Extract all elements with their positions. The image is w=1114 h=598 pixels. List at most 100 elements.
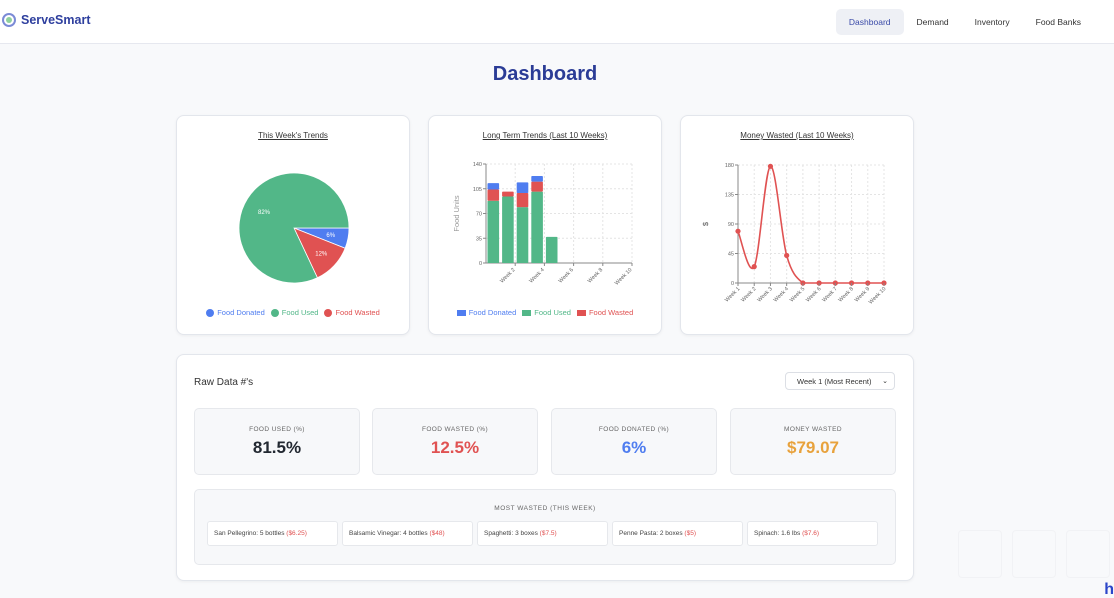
pie-legend: Food Donated Food Used Food Wasted [177, 308, 409, 317]
long-term-trends-card: Long Term Trends (Last 10 Weeks) 0 35 70 10… [428, 115, 662, 335]
stat-value: 12.5% [430, 438, 480, 457]
line-chart-title: Money Wasted (Last 10 Weeks) [740, 131, 854, 140]
x-tick-label: Week 10 [868, 286, 888, 306]
y-tick-label: 0 [731, 281, 734, 287]
nav-inventory[interactable]: Inventory [974, 17, 1010, 27]
nav-dashboard[interactable]: Dashboard [835, 9, 904, 35]
y-tick-label: 35 [476, 236, 482, 242]
item-cost: ($6.25) [286, 530, 307, 537]
pie-chart-title: This Week's Trends [258, 131, 328, 140]
weekly-trends-card: This Week's Trends 6% 12% 82% Food Donated… [176, 115, 410, 335]
x-tick-label: Week 4 [528, 267, 545, 284]
bar-food-used [516, 207, 529, 263]
y-tick-label: 140 [473, 162, 482, 168]
data-point-week-7 [832, 280, 838, 286]
page-title: Dashboard [492, 63, 598, 85]
pie-chart: 6% 12% 82% [238, 172, 350, 284]
most-wasted-panel: MOST WASTED (THIS WEEK) San Pellegrino: … [194, 489, 896, 565]
legend-label-wasted: Food Wasted [335, 308, 380, 317]
brand-name: ServeSmart [21, 13, 91, 27]
bar-legend-food-wasted[interactable]: Food Wasted [576, 308, 634, 317]
bar-legend-swatch-used [522, 309, 532, 316]
y-tick-label: 135 [725, 193, 734, 199]
bar-food-wasted [516, 192, 529, 208]
nav-food-banks[interactable]: Food Banks [1035, 17, 1081, 27]
data-point-week-6 [816, 280, 822, 286]
data-point-week-5 [800, 280, 806, 286]
legend-food-donated[interactable]: Food Donated [206, 308, 265, 317]
item-text: Spaghetti: 3 boxes [484, 530, 538, 537]
stat-label: MONEY WASTED [784, 426, 842, 433]
legend-food-wasted[interactable]: Food Wasted [324, 308, 380, 317]
legend-label-used: Food Used [281, 308, 319, 317]
y-tick-label: 0 [479, 261, 482, 267]
faded-widget-icon [1012, 530, 1056, 578]
bar-food-wasted [487, 189, 500, 201]
stat-value: 81.5% [252, 438, 302, 457]
bar-food-used [531, 191, 543, 263]
x-tick-label: Week 6 [805, 286, 822, 303]
logo-icon [2, 13, 16, 27]
y-tick-label: 180 [725, 163, 734, 169]
brand-logo-link[interactable]: ServeSmart [2, 13, 91, 27]
navbar: ServeSmart Dashboard Demand Inventory Fo… [0, 0, 1114, 44]
stat-value: $79.07 [787, 438, 839, 457]
partial-corner-glyph: h [1104, 581, 1114, 598]
y-tick-label: 45 [728, 252, 734, 258]
bar-food-used [502, 196, 514, 263]
bar-legend: Food Donated Food Used Food Wasted [429, 308, 661, 317]
bar-legend-swatch-donated [456, 309, 466, 316]
money-wasted-card: Money Wasted (Last 10 Weeks) 0 45 90 135 180… [680, 115, 914, 335]
item-cost: ($5) [684, 530, 696, 537]
x-tick-label: Week 8 [587, 267, 604, 284]
bar-chart: 0 35 70 105 140 Week 2 Week 4 Week 6 Week 8 Week … [452, 162, 634, 287]
y-axis-label: Food Units [452, 195, 461, 232]
most-wasted-item: Spinach: 1.6 lbs ($7.6) [747, 521, 878, 546]
x-tick-label: Week 3 [757, 286, 774, 303]
most-wasted-item: San Pellegrino: 5 bottles ($6.25) [207, 521, 338, 546]
y-tick-label: 70 [476, 212, 482, 218]
x-tick-label: Week 10 [614, 267, 634, 287]
stat-label: FOOD WASTED (%) [421, 426, 489, 433]
bar-legend-food-used[interactable]: Food Used [522, 308, 571, 317]
bar-legend-label-used: Food Used [534, 308, 571, 317]
bar-legend-label-wasted: Food Wasted [588, 308, 634, 317]
y-tick-label: 105 [473, 187, 482, 193]
pie-slice-food-used [238, 172, 350, 284]
data-point-week-8 [848, 280, 855, 286]
data-point-week-2 [751, 264, 757, 270]
stat-label: FOOD USED (%) [249, 426, 305, 433]
chevron-down-icon: ⌄ [882, 378, 888, 385]
nav-demand[interactable]: Demand [916, 17, 949, 27]
bar-food-donated [531, 176, 543, 182]
stat-value: 6% [621, 438, 647, 457]
faded-floating-widgets [958, 530, 1110, 578]
legend-food-used[interactable]: Food Used [270, 308, 319, 317]
most-wasted-item: Balsamic Vinegar: 4 bottles ($48) [342, 521, 473, 546]
faded-widget-icon [958, 530, 1002, 578]
item-text: San Pellegrino: 5 bottles [214, 530, 285, 537]
bar-legend-food-donated[interactable]: Food Donated [456, 308, 516, 317]
x-tick-label: Week 8 [838, 286, 855, 303]
bar-food-used [487, 200, 500, 263]
item-text: Penne Pasta: 2 boxes [619, 530, 683, 537]
item-cost: ($7.6) [802, 530, 820, 537]
data-point-week-3 [767, 163, 774, 169]
item-cost: ($48) [429, 530, 445, 537]
bar-chart-title: Long Term Trends (Last 10 Weeks) [482, 131, 608, 140]
legend-label-donated: Food Donated [217, 308, 265, 317]
stat-food-donated: FOOD DONATED (%) 6% [551, 408, 717, 475]
stat-food-wasted: FOOD WASTED (%) 12.5% [372, 408, 538, 475]
x-tick-label: Week 5 [789, 286, 806, 303]
legend-swatch-used [270, 308, 279, 317]
week-select[interactable]: Week 1 (Most Recent) ⌄ [785, 372, 895, 390]
stat-food-used: FOOD USED (%) 81.5% [194, 408, 360, 475]
money-wasted-line [737, 165, 884, 284]
x-tick-label: Week 2 [740, 286, 757, 303]
data-point-week-1 [735, 228, 741, 234]
stat-money-wasted: MONEY WASTED $79.07 [730, 408, 896, 475]
most-wasted-item: Spaghetti: 3 boxes ($7.5) [477, 521, 608, 546]
bar-food-used [545, 236, 558, 263]
stat-label: FOOD DONATED (%) [598, 426, 670, 433]
legend-swatch-wasted [324, 308, 333, 317]
